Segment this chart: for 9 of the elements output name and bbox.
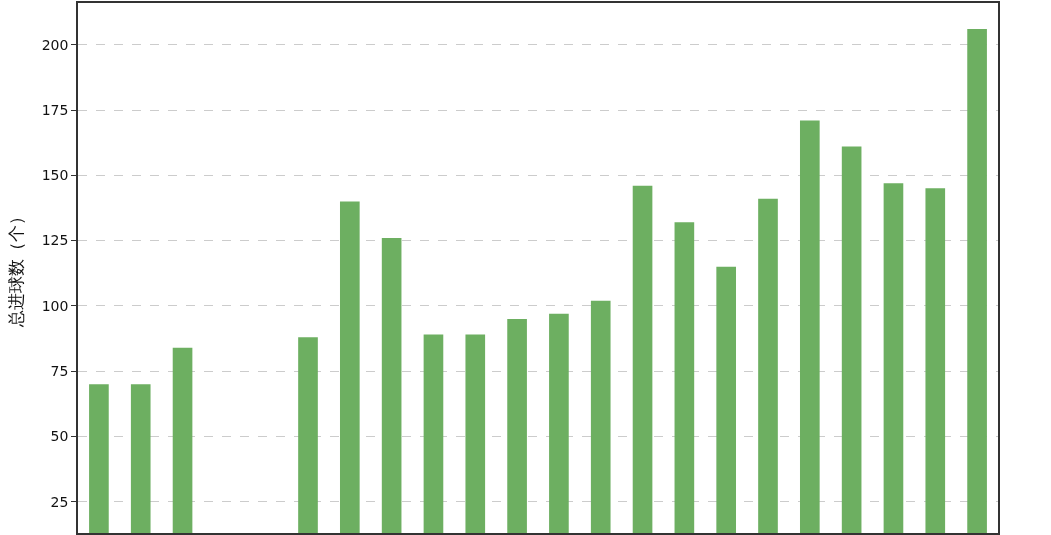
y-tick-label: 125 [41,232,69,249]
y-tick-label: 50 [50,428,69,445]
y-tick-label: 75 [50,363,69,380]
y-axis-title: 总进球数（个） [5,208,26,329]
y-tick-label: 200 [41,36,69,53]
y-tick-label: 100 [41,297,69,314]
y-tick-label: 25 [50,493,69,510]
y-tick-label: 150 [41,167,69,184]
y-tick-label: 175 [41,101,69,118]
